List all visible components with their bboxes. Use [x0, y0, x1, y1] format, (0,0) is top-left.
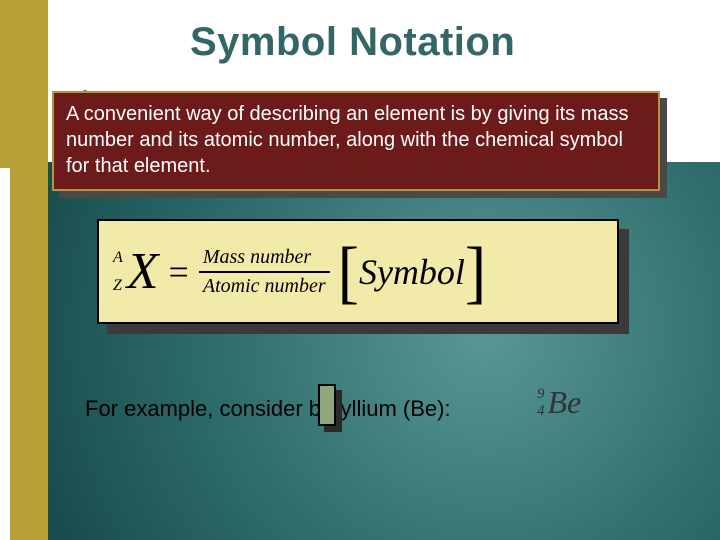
anim-cursor-box — [318, 384, 336, 426]
formula-prescript: A Z — [113, 249, 123, 295]
beryllium-atomic-number: 4 — [537, 403, 545, 420]
beryllium-symbol: Be — [548, 384, 582, 421]
formula-element-variable: X — [127, 242, 159, 301]
example-line: For example, consider beryllium (Be): — [85, 396, 451, 422]
formula-atomic-letter: Z — [113, 277, 123, 295]
slide-title: Symbol Notation — [190, 20, 515, 65]
decor-gold-top-left — [0, 0, 48, 168]
formula-mass-letter: A — [113, 249, 123, 267]
formula-bracket-open: [ — [338, 243, 359, 299]
description-text: A convenient way of describing an elemen… — [66, 103, 629, 177]
decor-gold-bottom-left — [0, 168, 48, 540]
formula-box: A Z X = Mass number Atomic number [ Symb… — [97, 219, 619, 324]
formula-fraction-top: Mass number — [199, 246, 330, 273]
formula-fraction-bottom: Atomic number — [199, 273, 330, 298]
description-box: A convenient way of describing an elemen… — [52, 91, 660, 191]
formula-bracket-close: ] — [465, 243, 486, 299]
formula-fraction: Mass number Atomic number — [199, 246, 330, 298]
beryllium-mass-number: 9 — [537, 386, 545, 403]
beryllium-notation: 9 4 Be — [537, 384, 581, 421]
slide: Symbol Notation A convenient way of desc… — [0, 0, 720, 540]
formula-symbol-word: Symbol — [359, 251, 465, 293]
formula-equals: = — [169, 251, 189, 293]
beryllium-prescripts: 9 4 — [537, 386, 545, 419]
